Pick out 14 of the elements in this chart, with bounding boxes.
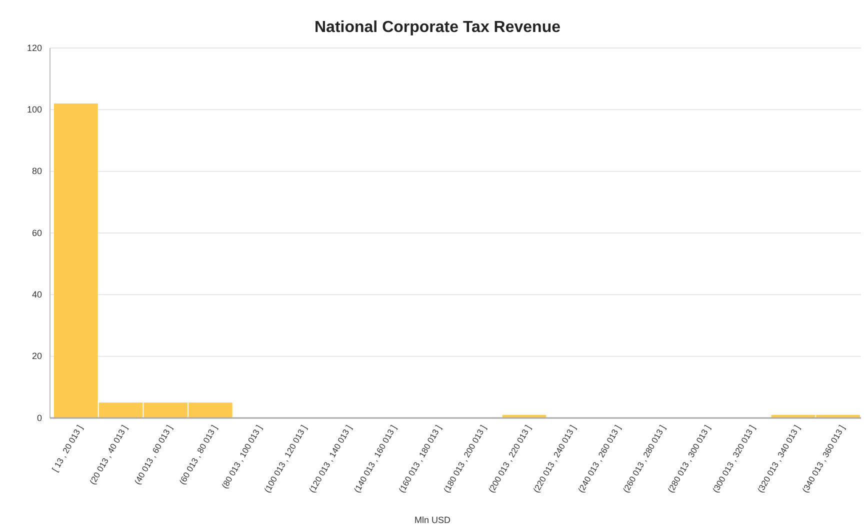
x-tick-label: (40 013 , 60 013 ] <box>132 423 174 486</box>
y-tick-label: 40 <box>32 290 42 300</box>
x-tick-label: (80 013 , 100 013 ] <box>219 423 264 490</box>
y-tick-label: 100 <box>26 104 42 115</box>
y-tick-label: 0 <box>36 412 42 423</box>
y-tick-label: 20 <box>32 351 42 362</box>
y-tick-label: 80 <box>32 166 42 176</box>
x-tick-label: (60 013 , 80 013 ] <box>177 423 220 486</box>
chart-title: National Corporate Tax Revenue <box>314 19 561 36</box>
y-tick-label: 120 <box>26 42 42 53</box>
x-tick-label: [ 13 , 20 013 ] <box>50 423 85 474</box>
y-tick-label: 60 <box>32 228 42 238</box>
x-axis-title: Mln USD <box>414 515 451 525</box>
x-tick-label: (20 013 , 40 013 ] <box>87 423 130 486</box>
